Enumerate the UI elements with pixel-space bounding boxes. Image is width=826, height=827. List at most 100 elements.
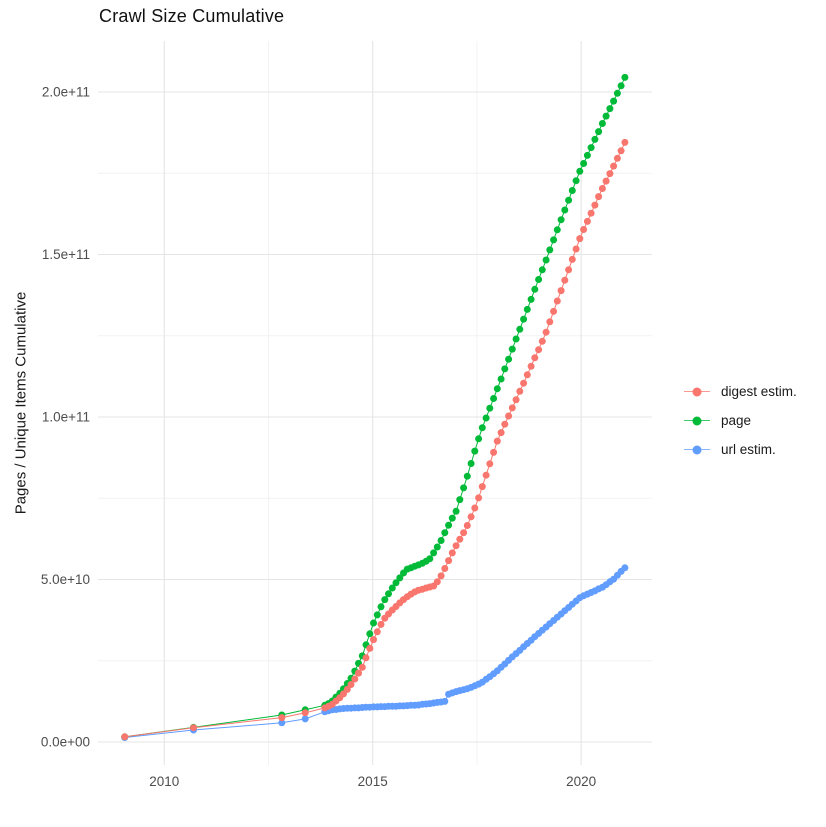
data-point (508, 404, 516, 412)
data-point (561, 276, 569, 284)
data-point (493, 385, 501, 393)
data-point (602, 112, 610, 120)
data-point (370, 619, 377, 627)
legend: digest estim. page url estim. (684, 377, 797, 464)
data-point (482, 414, 490, 422)
data-point (343, 685, 351, 693)
data-point (385, 590, 392, 598)
x-tick-label: 2020 (566, 774, 596, 789)
data-point (478, 424, 486, 432)
data-point (591, 201, 599, 209)
data-point (557, 287, 565, 295)
data-point (606, 105, 614, 113)
data-point (523, 371, 531, 379)
data-point (576, 235, 584, 243)
data-point (610, 97, 618, 105)
data-point (362, 654, 370, 662)
data-point (351, 675, 359, 683)
data-point (463, 522, 471, 529)
data-point (475, 494, 483, 502)
data-point (621, 73, 629, 81)
data-point (572, 177, 580, 185)
data-point (497, 429, 505, 437)
data-point (433, 578, 441, 586)
y-axis-title: Pages / Unique Items Cumulative (12, 291, 30, 515)
data-point (456, 535, 464, 543)
data-point (467, 460, 475, 467)
series-line (124, 142, 626, 738)
data-point (381, 596, 389, 604)
series-url-estim (121, 564, 629, 741)
series-page (121, 73, 629, 741)
data-point (497, 375, 505, 383)
y-tick-label: 1.5e+11 (42, 247, 90, 262)
data-point (471, 447, 479, 455)
data-point (610, 162, 618, 170)
legend-label-digest-estim: digest estim. (721, 384, 797, 399)
data-point (617, 147, 625, 155)
data-point (460, 484, 468, 492)
data-point (370, 636, 377, 644)
data-point (347, 681, 355, 688)
data-point (583, 151, 591, 159)
data-point (568, 187, 576, 194)
data-point (565, 266, 573, 274)
data-point (278, 719, 286, 727)
data-point (527, 362, 535, 370)
data-point (486, 460, 494, 468)
data-point (373, 611, 381, 619)
data-point (448, 514, 456, 522)
data-point (505, 355, 513, 363)
data-point (531, 285, 539, 293)
data-point (377, 603, 385, 611)
series-digest-estim (121, 138, 629, 741)
data-point (535, 346, 543, 354)
legend-label-url-estim: url estim. (721, 442, 776, 457)
data-point (535, 276, 543, 283)
data-point (501, 365, 509, 373)
data-point (572, 245, 580, 253)
data-point (512, 396, 520, 404)
data-point (565, 196, 573, 204)
data-point (301, 715, 309, 723)
legend-item-url-estim: url estim. (684, 435, 797, 464)
data-point (388, 584, 396, 592)
data-point (433, 543, 441, 551)
data-point (448, 549, 456, 557)
data-point (613, 154, 621, 162)
data-point (486, 404, 494, 412)
data-point (456, 496, 464, 504)
legend-key-url-estim-icon (684, 443, 710, 457)
legend-key-digest-estim-icon (684, 385, 710, 399)
data-point (437, 572, 445, 580)
data-point (366, 630, 374, 638)
data-point (595, 128, 603, 136)
data-point (445, 521, 453, 529)
data-point (561, 206, 569, 214)
data-point (475, 435, 483, 443)
legend-item-digest-estim: digest estim. (684, 377, 797, 406)
data-point (591, 135, 599, 143)
data-point (452, 542, 460, 550)
data-point (527, 295, 535, 303)
data-point (441, 697, 449, 705)
data-point (538, 266, 546, 274)
data-point (516, 325, 524, 333)
legend-key-page-icon (684, 414, 710, 428)
data-point (553, 297, 561, 305)
data-point (617, 82, 625, 90)
data-point (445, 557, 453, 565)
data-point (490, 448, 498, 456)
data-point (396, 574, 404, 582)
data-point (523, 305, 531, 313)
data-point (613, 89, 621, 97)
data-point (538, 337, 546, 345)
data-point (426, 555, 434, 563)
data-point (508, 345, 516, 353)
data-point (501, 420, 509, 428)
data-point (531, 354, 539, 362)
data-point (441, 565, 449, 572)
data-point (190, 724, 197, 732)
